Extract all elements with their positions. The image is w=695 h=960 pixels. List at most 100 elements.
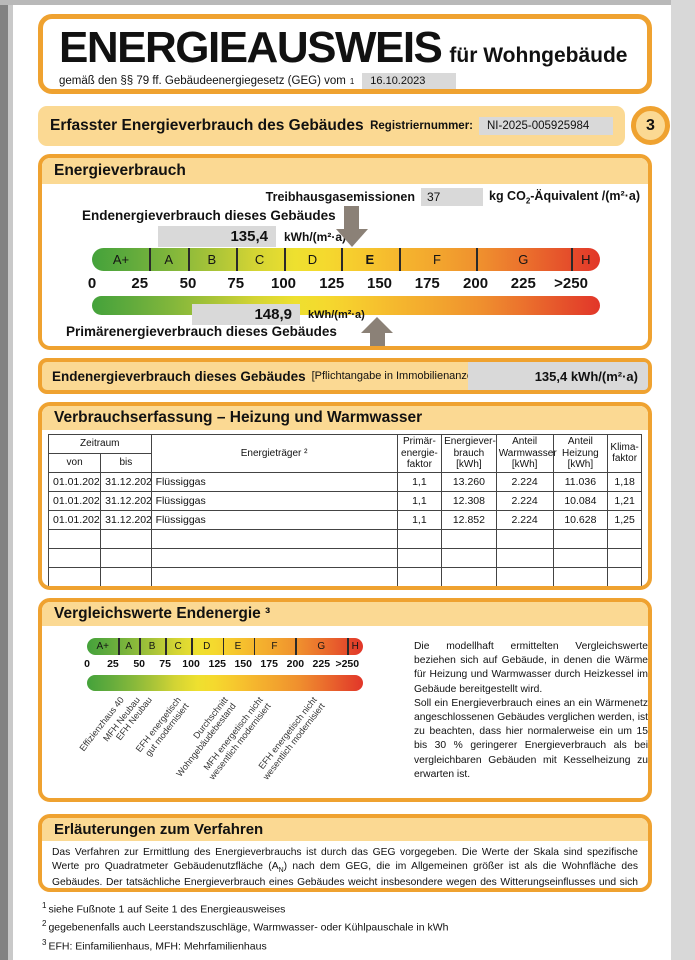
primaerenergie-value-line: 148,9 kWh/(m²·a) bbox=[192, 304, 365, 325]
cell-klima: 1,25 bbox=[607, 509, 642, 530]
page-number-badge: 3 bbox=[631, 106, 670, 145]
tick-0: 0 bbox=[87, 275, 97, 292]
cell-bis: 31.12.2023 bbox=[100, 490, 152, 511]
cell-warmwasser: 2.224 bbox=[495, 509, 554, 530]
tick-175: 175 bbox=[414, 275, 440, 292]
primaerenergie-value: 148,9 bbox=[192, 304, 300, 325]
tick-150: 150 bbox=[367, 275, 393, 292]
col-anteil-heizung: Anteil Heizung [kWh] bbox=[552, 434, 609, 473]
cmp-class-h: H bbox=[351, 640, 359, 652]
vergleichswerte-title: Vergleichswerte Endenergie ³ bbox=[42, 602, 648, 626]
footnote-1: 1 siehe Fußnote 1 auf Seite 1 des Energie… bbox=[42, 901, 286, 916]
class-divider bbox=[571, 248, 574, 271]
class-divider bbox=[283, 248, 286, 271]
endenergie-value-line: 135,4 kWh/(m²·a) bbox=[158, 226, 346, 247]
class-label-e-current: E bbox=[365, 252, 375, 267]
comparison-paragraph-2: Soll ein Energieverbrauch eines an ein W… bbox=[414, 697, 648, 780]
cell-von: 01.01.2023 bbox=[47, 490, 102, 511]
cmp-class-aplus: A+ bbox=[96, 640, 109, 652]
cell-bis: 31.12.2022 bbox=[100, 471, 152, 492]
cmp-tick: >250 bbox=[335, 658, 360, 670]
cell-pef: 1,1 bbox=[396, 471, 443, 492]
class-label-a: A bbox=[164, 252, 174, 267]
registry-number-value: NI-2025-005925984 bbox=[479, 117, 613, 135]
col-von: von bbox=[47, 452, 102, 473]
tick-100: 100 bbox=[271, 275, 297, 292]
class-divider bbox=[475, 248, 478, 271]
verbrauchs-table-wrap: Zeitraum Energieträger ² Primär- energie… bbox=[42, 430, 648, 591]
col-zeitraum: Zeitraum bbox=[48, 434, 152, 454]
energy-class-band: A+ A B C D E F G H bbox=[92, 248, 600, 271]
footnotes: 1 siehe Fußnote 1 auf Seite 1 des Energie… bbox=[38, 900, 652, 955]
cell-klima: 1,18 bbox=[607, 471, 642, 492]
cmp-tick: 125 bbox=[208, 658, 227, 670]
comparison-explanation: Die modellhaft ermittelten Vergleichswer… bbox=[414, 640, 648, 782]
table-row-empty bbox=[47, 547, 642, 568]
cmp-class-c: C bbox=[174, 640, 182, 652]
table-row-empty bbox=[47, 566, 642, 586]
primaerenergie-label: Primärenergieverbrauch dieses Gebäudes bbox=[66, 324, 337, 339]
class-label-d: D bbox=[307, 252, 318, 267]
cmp-class-a: A bbox=[125, 640, 133, 652]
verbrauchserfassung-box: Verbrauchserfassung – Heizung und Warmwa… bbox=[38, 402, 652, 590]
footnote-3: 3 EFH: Einfamilienhaus, MFH: Mehrfamilien… bbox=[42, 937, 267, 953]
section-bar: Erfasster Energieverbrauch des Gebäudes … bbox=[38, 106, 625, 146]
footnote-marker-1: 1 bbox=[349, 76, 355, 86]
verbrauchserfassung-title: Verbrauchserfassung – Heizung und Warmwa… bbox=[42, 406, 648, 430]
law-text: gemäß den §§ 79 ff. Gebäudeenergiegesetz… bbox=[59, 75, 346, 87]
table-row: 01.01.2024 31.12.2024 Flüssiggas 1,1 12.… bbox=[47, 509, 642, 530]
primaerenergie-unit: kWh/(m²·a) bbox=[308, 308, 365, 321]
class-divider bbox=[398, 248, 401, 271]
comparison-gradient-bar bbox=[87, 675, 363, 691]
table-row-empty bbox=[47, 528, 642, 549]
geg-date-value: 16.10.2023 bbox=[362, 73, 457, 89]
cell-von: 01.01.2022 bbox=[47, 471, 102, 492]
table-row: 01.01.2023 31.12.2023 Flüssiggas 1,1 12.… bbox=[47, 490, 642, 511]
energieverbrauch-body: Treibhausgasemissionen 37 kg CO2-Äquival… bbox=[42, 184, 648, 346]
primaerenergie-arrow-icon bbox=[361, 317, 394, 346]
verbrauchs-table: Zeitraum Energieträger ² Primär- energie… bbox=[47, 434, 642, 586]
tick-200: 200 bbox=[463, 275, 489, 292]
page-number: 3 bbox=[646, 116, 655, 134]
footnote-2: 2 gegebenenfalls auch Leerstandszuschläge… bbox=[42, 919, 449, 934]
cell-energietraeger: Flüssiggas bbox=[150, 490, 398, 511]
tick-125: 125 bbox=[319, 275, 345, 292]
registry-number-label: Registriernummer: bbox=[370, 120, 473, 132]
cmp-tick: 50 bbox=[133, 658, 145, 670]
weitere-eintraege-checkbox[interactable] bbox=[52, 590, 65, 591]
energieverbrauch-title: Energieverbrauch bbox=[42, 158, 648, 184]
erlaeuterungen-title: Erläuterungen zum Verfahren bbox=[42, 818, 648, 841]
cmp-class-g: G bbox=[317, 640, 326, 652]
treibhausgas-line: Treibhausgasemissionen 37 kg CO2-Äquival… bbox=[266, 188, 640, 206]
class-divider bbox=[149, 248, 152, 271]
col-energietraeger: Energieträger ² bbox=[150, 434, 398, 473]
cmp-tick: 75 bbox=[159, 658, 171, 670]
cmp-class-f: F bbox=[271, 640, 278, 652]
treibhausgas-label: Treibhausgasemissionen bbox=[265, 190, 415, 204]
cell-energietraeger: Flüssiggas bbox=[150, 471, 398, 492]
erlaeuterungen-text: Das Verfahren zur Ermittlung des Energie… bbox=[52, 847, 638, 889]
cell-verbrauch: 13.260 bbox=[441, 471, 497, 492]
treibhausgas-unit: kg CO2-Äquivalent /(m²·a) bbox=[489, 188, 640, 206]
vergleichswerte-body: A+ A B C D E F G H bbox=[42, 626, 648, 798]
tick-50: 50 bbox=[179, 275, 197, 292]
table-row: 01.01.2022 31.12.2022 Flüssiggas 1,1 13.… bbox=[47, 471, 642, 492]
cell-pef: 1,1 bbox=[396, 509, 443, 530]
header-box: ENERGIEAUSWEIS für Wohngebäude gemäß den… bbox=[38, 14, 652, 94]
cell-klima: 1,21 bbox=[607, 490, 642, 511]
photo-edge-left bbox=[0, 0, 8, 960]
cmp-class-b: B bbox=[148, 640, 156, 652]
cell-heizung: 10.628 bbox=[552, 509, 609, 530]
class-divider bbox=[341, 248, 344, 271]
cell-heizung: 10.084 bbox=[552, 490, 609, 511]
pflicht-value: 135,4 kWh/(m²·a) bbox=[468, 362, 648, 390]
class-divider bbox=[235, 248, 238, 271]
col-klimafaktor: Klima- faktor bbox=[607, 434, 642, 473]
class-label-h: H bbox=[581, 252, 591, 267]
pflicht-bracket: [Pflichtangabe in Immobilienanzeigen] bbox=[311, 370, 497, 382]
col-energieverbrauch: Energiever- brauch [kWh] bbox=[441, 434, 497, 473]
section-bar-row: Erfasster Energieverbrauch des Gebäudes … bbox=[38, 106, 670, 146]
document-title: ENERGIEAUSWEIS bbox=[59, 23, 443, 72]
endenergie-label: Endenergieverbrauch dieses Gebäudes bbox=[82, 208, 336, 223]
endenergie-unit: kWh/(m²·a) bbox=[284, 229, 346, 244]
